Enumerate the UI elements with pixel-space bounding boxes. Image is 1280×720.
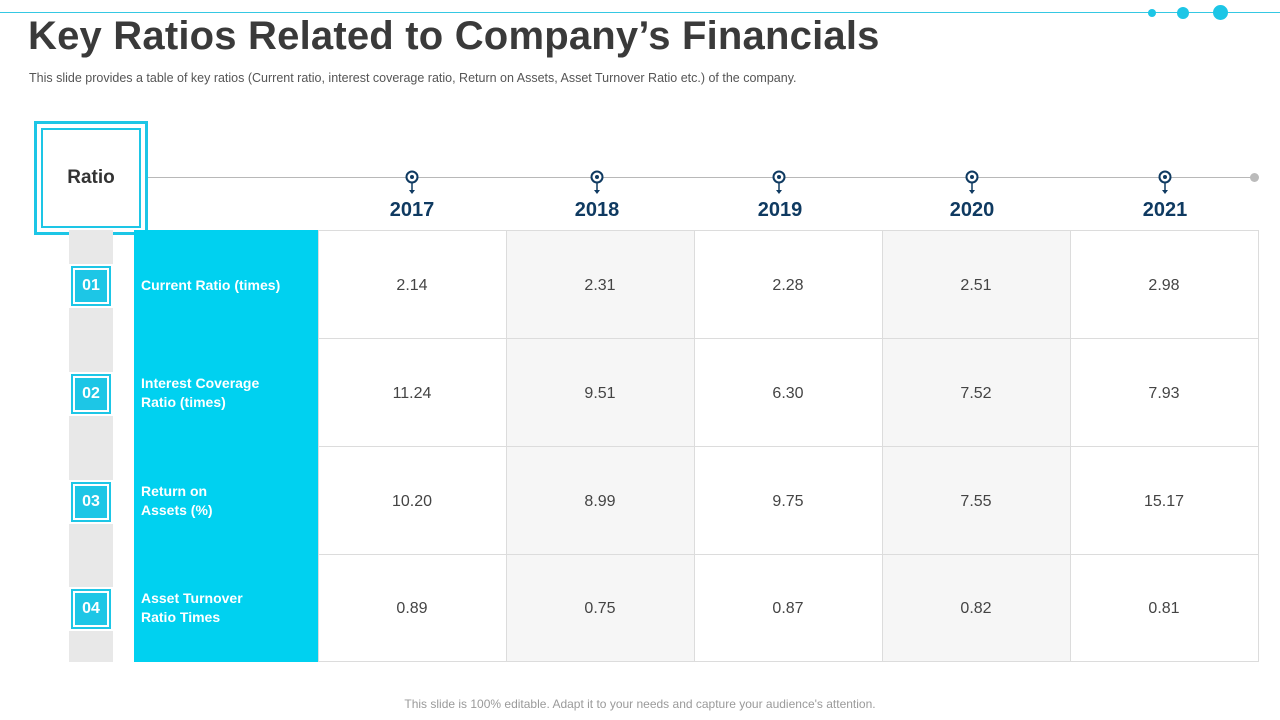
year-label-2017: 2017 [389,199,435,221]
table-cell: 7.52 [960,385,992,402]
timeline-pin-icon [772,170,786,196]
table-cell: 8.99 [584,493,616,510]
row-number-badge: 02 [69,372,113,416]
year-label-2020: 2020 [949,199,995,221]
table-cell: 9.75 [772,493,804,510]
slide-title: Key Ratios Related to Company’s Financia… [28,14,880,58]
ratio-header-box: Ratio [34,121,148,235]
table-cell: 2.14 [396,277,428,294]
decor-dot-small [1148,9,1156,17]
table-cell: 10.20 [391,493,433,510]
top-accent-line [0,12,1280,13]
table-cell: 0.81 [1148,600,1180,617]
row-number-badge: 04 [69,587,113,631]
decor-dot-medium [1177,7,1189,19]
year-timeline [148,177,1254,178]
table-cell: 6.30 [772,385,804,402]
row-number-badge: 01 [69,264,113,308]
table-cell: 2.51 [960,277,992,294]
table-cell: 2.31 [584,277,616,294]
timeline-pin-icon [590,170,604,196]
row-number-badge: 03 [69,480,113,524]
timeline-end-dot [1250,173,1259,182]
year-label-2019: 2019 [757,199,803,221]
ratio-label-column [134,230,318,662]
row-label-interest-coverage: Interest Coverage Ratio (times) [141,375,260,410]
row-label-asset-turnover: Asset Turnover Ratio Times [141,590,243,625]
year-label-2021: 2021 [1142,199,1188,221]
timeline-pin-icon [405,170,419,196]
footer-note: This slide is 100% editable. Adapt it to… [404,697,876,711]
table-cell: 0.89 [396,600,428,617]
ratio-header-label: Ratio [67,167,115,188]
table-cell: 11.24 [392,385,432,402]
decor-dot-large [1213,5,1228,20]
table-cell: 0.82 [960,600,992,617]
table-cell: 2.98 [1148,277,1180,294]
slide-subtitle: This slide provides a table of key ratio… [29,71,797,85]
table-cell: 7.55 [960,493,992,510]
row-label-current-ratio: Current Ratio (times) [141,277,281,293]
table-cell: 2.28 [772,277,804,294]
table-cell: 0.87 [772,600,804,617]
ratio-table: 2.14 2.31 2.28 2.51 2.98 11.24 9.51 6.30… [318,230,1259,662]
table-cell: 9.51 [584,385,616,402]
timeline-pin-icon [1158,170,1172,196]
year-label-2018: 2018 [574,199,620,221]
table-cell: 0.75 [584,600,616,617]
row-label-return-on-assets: Return on Assets (%) [141,483,213,518]
timeline-pin-icon [965,170,979,196]
table-cell: 15.17 [1143,493,1185,510]
table-cell: 7.93 [1148,385,1180,402]
